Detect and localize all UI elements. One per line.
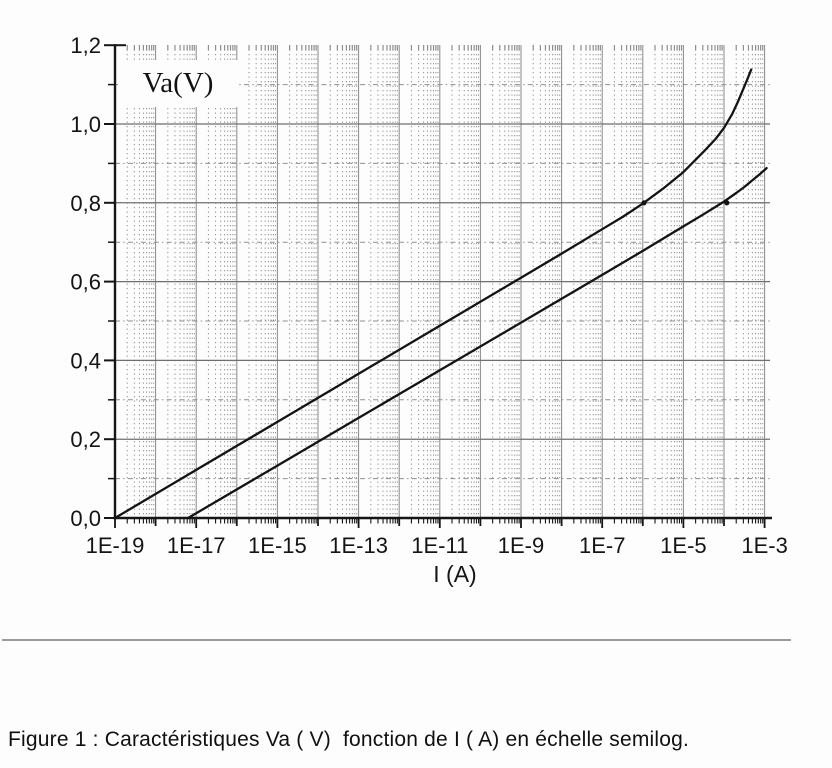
series-curves: [113, 68, 768, 520]
x-tick-label: 1E-9: [498, 533, 544, 558]
semilog-chart: 1E-19 1E-17 1E-15 1E-13 1E-11 1E-9 1E-7 1E-5 1E-…: [70, 33, 787, 558]
y-tick-label: 0,6: [70, 270, 101, 295]
x-tick-label: 1E-15: [248, 533, 307, 558]
x-tick-label: 1E-11: [411, 533, 468, 558]
y-axis-inner-label-box: Va(V): [118, 60, 238, 107]
x-tick-label: 1E-13: [329, 533, 388, 558]
y-axis-inner-label: Va(V): [142, 67, 214, 99]
y-tick-label: 0,2: [70, 427, 101, 452]
x-tick-label: 1E-19: [86, 533, 145, 558]
horizontal-rule: [2, 639, 791, 641]
x-tick-label: 1E-7: [579, 533, 625, 558]
grid-minor-horizontal: [115, 84, 770, 480]
y-tick-label: 0,8: [70, 191, 101, 216]
y-tick-label: 1,2: [70, 33, 101, 58]
curve-lower-curve: [186, 166, 768, 520]
x-axis-label: I (A): [433, 561, 477, 587]
curve-upper-curve: [113, 68, 753, 520]
data-marker: [641, 200, 647, 206]
x-tick-label: 1E-3: [741, 533, 787, 558]
x-tick-label: 1E-5: [660, 533, 706, 558]
axis-ticks: [104, 44, 766, 528]
tick-labels: 1E-19 1E-17 1E-15 1E-13 1E-11 1E-9 1E-7 1E-5 1E-…: [70, 33, 787, 558]
x-tick-label: 1E-17: [167, 533, 226, 558]
grid-minor-vertical: [126, 45, 764, 518]
axes: [113, 44, 772, 520]
y-tick-label: 0,0: [70, 506, 101, 531]
y-tick-label: 1,0: [70, 112, 101, 137]
grid-major-horizontal: [115, 123, 770, 440]
figure-caption: Figure 1 : Caractéristiques Va ( V) fonc…: [8, 728, 690, 751]
y-tick-label: 0,4: [70, 348, 101, 373]
data-marker: [724, 200, 730, 206]
